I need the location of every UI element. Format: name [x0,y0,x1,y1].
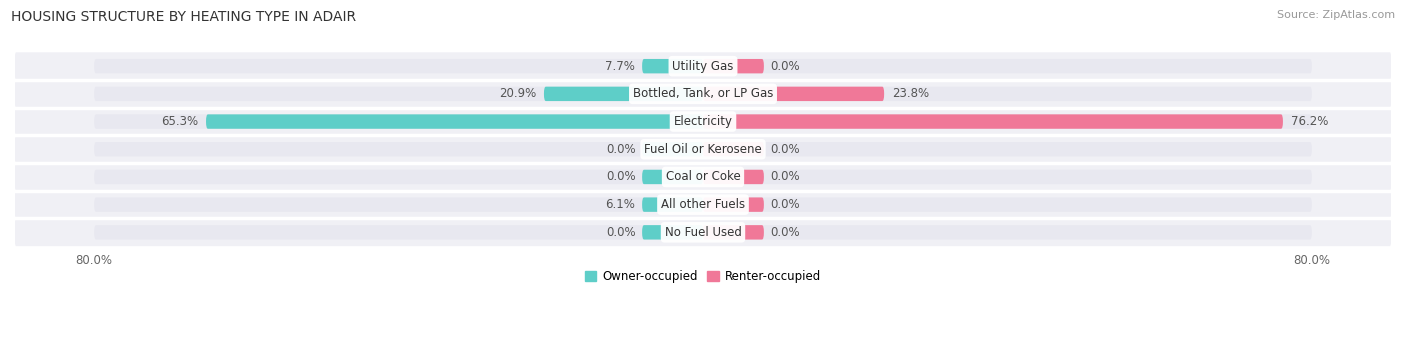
FancyBboxPatch shape [703,142,763,156]
Text: No Fuel Used: No Fuel Used [665,226,741,239]
FancyBboxPatch shape [643,225,703,240]
FancyBboxPatch shape [94,59,1312,73]
Text: 6.1%: 6.1% [605,198,634,211]
FancyBboxPatch shape [703,87,884,101]
Text: 20.9%: 20.9% [499,87,536,100]
FancyBboxPatch shape [703,225,763,240]
Text: 0.0%: 0.0% [770,170,800,184]
FancyBboxPatch shape [207,114,703,129]
FancyBboxPatch shape [643,59,703,73]
Text: Source: ZipAtlas.com: Source: ZipAtlas.com [1277,10,1395,20]
FancyBboxPatch shape [94,142,1312,156]
FancyBboxPatch shape [703,170,763,184]
FancyBboxPatch shape [94,87,1312,101]
Text: HOUSING STRUCTURE BY HEATING TYPE IN ADAIR: HOUSING STRUCTURE BY HEATING TYPE IN ADA… [11,10,356,24]
Text: 76.2%: 76.2% [1291,115,1327,128]
FancyBboxPatch shape [703,198,763,212]
Legend: Owner-occupied, Renter-occupied: Owner-occupied, Renter-occupied [579,265,827,288]
FancyBboxPatch shape [15,163,1391,191]
FancyBboxPatch shape [703,114,1282,129]
Text: 0.0%: 0.0% [606,170,636,184]
FancyBboxPatch shape [643,142,703,156]
Text: 0.0%: 0.0% [770,226,800,239]
Text: Utility Gas: Utility Gas [672,60,734,73]
Text: 7.7%: 7.7% [605,60,634,73]
FancyBboxPatch shape [544,87,703,101]
FancyBboxPatch shape [15,80,1391,108]
Text: 0.0%: 0.0% [606,226,636,239]
FancyBboxPatch shape [94,170,1312,184]
FancyBboxPatch shape [643,170,703,184]
Text: 0.0%: 0.0% [770,198,800,211]
FancyBboxPatch shape [94,114,1312,129]
FancyBboxPatch shape [703,59,763,73]
FancyBboxPatch shape [94,198,1312,212]
Text: Fuel Oil or Kerosene: Fuel Oil or Kerosene [644,143,762,156]
Text: 23.8%: 23.8% [891,87,929,100]
FancyBboxPatch shape [15,108,1391,135]
Text: 0.0%: 0.0% [770,60,800,73]
Text: All other Fuels: All other Fuels [661,198,745,211]
FancyBboxPatch shape [643,198,703,212]
Text: 0.0%: 0.0% [606,143,636,156]
FancyBboxPatch shape [15,191,1391,219]
Text: 65.3%: 65.3% [162,115,198,128]
Text: Bottled, Tank, or LP Gas: Bottled, Tank, or LP Gas [633,87,773,100]
Text: Electricity: Electricity [673,115,733,128]
FancyBboxPatch shape [15,135,1391,163]
Text: 0.0%: 0.0% [770,143,800,156]
FancyBboxPatch shape [15,219,1391,246]
Text: Coal or Coke: Coal or Coke [665,170,741,184]
FancyBboxPatch shape [15,52,1391,80]
FancyBboxPatch shape [94,225,1312,240]
